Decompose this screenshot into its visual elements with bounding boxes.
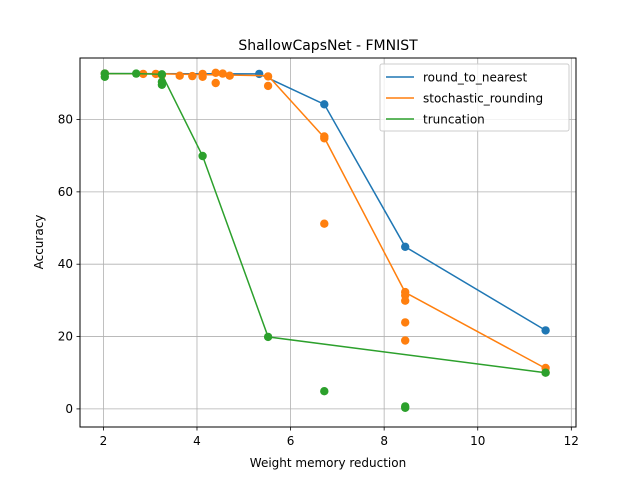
- data-point: [320, 134, 329, 143]
- data-point: [255, 69, 264, 79]
- legend-label: stochastic_rounding: [423, 92, 543, 106]
- data-point: [401, 336, 410, 345]
- ticks: 2 4 6 8 10 12 0 20 40 60 80: [58, 113, 579, 449]
- data-point: [198, 72, 207, 82]
- x-tick-label: 6: [287, 434, 295, 448]
- data-point: [211, 68, 220, 78]
- data-point: [401, 242, 410, 251]
- legend-label: round_to_nearest: [423, 71, 528, 85]
- series-layer: [100, 68, 550, 412]
- x-tick-label: 2: [100, 434, 108, 448]
- y-tick-label: 40: [58, 257, 73, 271]
- x-tick-label: 4: [193, 434, 201, 448]
- x-tick-label: 12: [564, 434, 579, 448]
- plot-frame: [79, 57, 577, 428]
- y-tick-label: 20: [58, 330, 73, 344]
- data-point: [157, 70, 167, 79]
- data-point: [401, 318, 410, 327]
- data-point: [263, 332, 273, 342]
- legend-item: truncation: [386, 113, 485, 127]
- data-point: [320, 100, 329, 109]
- data-point: [188, 71, 197, 81]
- data-point: [132, 69, 141, 78]
- legend-item: round_to_nearest: [386, 71, 528, 85]
- x-tick-label: 8: [380, 434, 388, 448]
- legend: round_to_nearest stochastic_roundingtrunc…: [379, 63, 570, 132]
- y-tick-label: 80: [58, 113, 73, 127]
- data-point: [320, 219, 329, 228]
- x-tick-label: 10: [470, 434, 485, 448]
- y-axis-label: Accuracy: [32, 215, 46, 270]
- chart-title: ShallowCapsNet - FMNIST: [238, 38, 418, 54]
- data-point: [198, 151, 207, 161]
- data-point: [225, 71, 234, 80]
- series-truncation: [100, 69, 550, 412]
- x-axis-label: Weight memory reduction: [250, 456, 406, 470]
- data-point: [100, 72, 110, 82]
- data-point: [320, 387, 329, 396]
- y-tick-label: 60: [58, 185, 73, 199]
- legend-item: stochastic_rounding: [386, 92, 543, 106]
- data-point: [263, 72, 273, 81]
- data-point: [218, 69, 227, 78]
- data-point: [263, 81, 273, 91]
- data-point: [401, 403, 410, 412]
- legend-box: [379, 63, 570, 132]
- data-point: [157, 80, 167, 90]
- data-point: [541, 326, 550, 335]
- legend-label: truncation: [423, 113, 485, 127]
- data-point: [175, 71, 184, 80]
- series-line: [104, 72, 546, 374]
- data-point: [211, 78, 220, 88]
- data-point: [401, 296, 410, 305]
- y-tick-label: 0: [65, 402, 73, 416]
- data-point: [541, 368, 550, 377]
